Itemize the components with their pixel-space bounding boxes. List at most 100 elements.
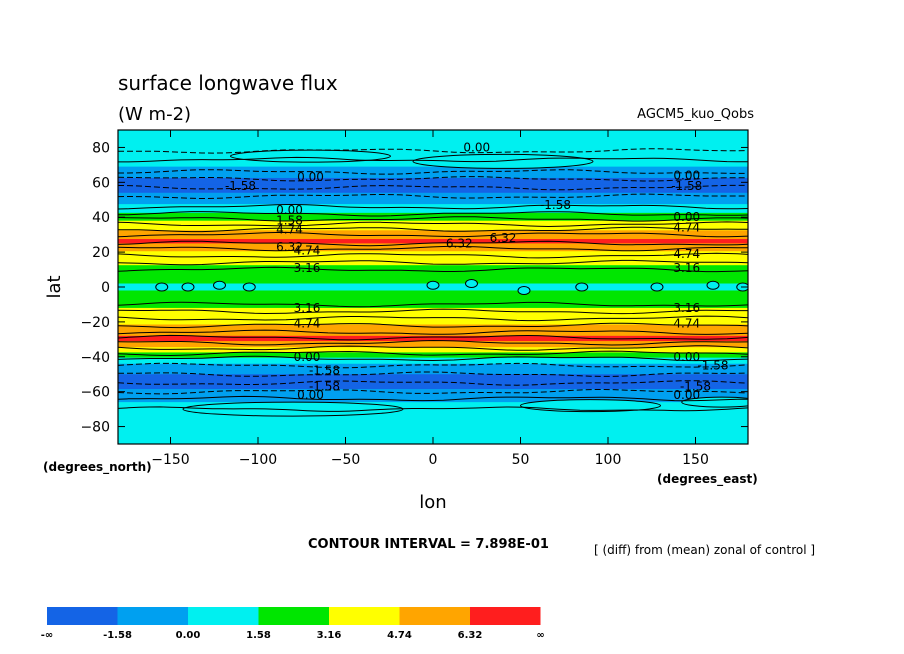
colour-band bbox=[118, 432, 748, 435]
colour-band bbox=[118, 176, 748, 178]
colour-band bbox=[118, 321, 748, 323]
colour-band bbox=[118, 291, 748, 293]
colour-band bbox=[118, 417, 748, 420]
colour-band bbox=[118, 273, 748, 276]
colour-band bbox=[118, 274, 748, 277]
colour-band bbox=[118, 389, 748, 392]
colour-band bbox=[118, 411, 748, 414]
colour-band bbox=[118, 348, 748, 351]
colour-band bbox=[118, 197, 748, 199]
colour-band bbox=[118, 386, 748, 388]
y-tick-label: 60 bbox=[92, 175, 110, 191]
contour-label: 4.74 bbox=[673, 317, 700, 331]
contour-label: 0.00 bbox=[673, 210, 700, 224]
colour-band bbox=[118, 238, 748, 240]
colour-band bbox=[118, 241, 748, 244]
colour-band bbox=[118, 395, 748, 397]
colour-band bbox=[118, 423, 748, 426]
colour-band bbox=[118, 315, 748, 318]
colour-band bbox=[118, 202, 748, 204]
colour-band bbox=[118, 342, 748, 345]
y-tick-label: 20 bbox=[92, 245, 110, 261]
colour-band bbox=[118, 188, 748, 190]
equator-blob bbox=[155, 282, 169, 292]
colour-band bbox=[118, 418, 748, 421]
colour-band bbox=[118, 265, 748, 267]
colour-band bbox=[118, 300, 748, 302]
colour-band bbox=[118, 184, 748, 187]
colour-band bbox=[118, 250, 748, 252]
equator-blob bbox=[575, 282, 589, 292]
colour-band bbox=[118, 258, 748, 260]
contour-line bbox=[118, 406, 748, 412]
contour-label: 4.74 bbox=[276, 222, 303, 236]
colour-band bbox=[118, 233, 748, 236]
colour-band bbox=[118, 341, 748, 344]
colour-band bbox=[118, 425, 748, 428]
colour-band bbox=[118, 231, 748, 233]
equator-blob bbox=[426, 280, 440, 290]
colour-band bbox=[118, 237, 748, 239]
colour-band bbox=[118, 219, 748, 222]
colour-band bbox=[118, 416, 748, 418]
colour-band bbox=[118, 255, 748, 258]
contour-line bbox=[118, 350, 748, 357]
colour-band bbox=[118, 262, 748, 265]
colour-band bbox=[118, 271, 748, 273]
colorbar-label: 4.74 bbox=[387, 630, 412, 641]
colour-band bbox=[118, 402, 748, 404]
colour-band bbox=[118, 276, 748, 279]
colour-band bbox=[118, 148, 748, 150]
colour-band bbox=[118, 137, 748, 140]
equator-blob bbox=[650, 282, 664, 292]
colour-band bbox=[118, 309, 748, 312]
colour-band bbox=[118, 388, 748, 390]
colour-band bbox=[118, 214, 748, 217]
description-text: [ (diff) from (mean) zonal of control ] bbox=[594, 543, 815, 557]
colour-band bbox=[118, 251, 748, 253]
contour-label: 3.16 bbox=[673, 261, 700, 275]
contour-line bbox=[118, 240, 748, 247]
chart-title: surface longwave flux bbox=[118, 71, 338, 95]
contour-line bbox=[118, 371, 748, 377]
colour-band bbox=[118, 180, 748, 183]
colour-band bbox=[118, 166, 748, 169]
contour-line bbox=[118, 204, 748, 210]
colour-band bbox=[118, 155, 748, 157]
colour-band bbox=[118, 378, 748, 381]
colour-band bbox=[118, 409, 748, 412]
colour-band bbox=[118, 179, 748, 182]
colour-band bbox=[118, 310, 748, 313]
contour-line bbox=[118, 308, 748, 315]
colour-band bbox=[118, 369, 748, 372]
colour-band bbox=[118, 403, 748, 406]
colour-band bbox=[118, 201, 748, 203]
colorbar-label: 6.32 bbox=[458, 630, 483, 641]
colour-band bbox=[118, 368, 748, 371]
colour-band bbox=[118, 318, 748, 320]
colour-band bbox=[118, 331, 748, 333]
colour-band bbox=[118, 396, 748, 398]
colour-band bbox=[118, 334, 748, 336]
colour-band bbox=[118, 421, 748, 423]
colour-band bbox=[118, 355, 748, 357]
colour-band bbox=[118, 404, 748, 407]
equator-blob bbox=[213, 280, 226, 290]
colour-band bbox=[118, 224, 748, 226]
colour-band bbox=[118, 429, 748, 431]
colour-band bbox=[118, 306, 748, 308]
y-axis: 80 60 40 20 0 −20 −40 −60 −80 bbox=[80, 140, 748, 436]
colour-band bbox=[118, 398, 748, 401]
contour-line bbox=[118, 334, 748, 341]
colour-band bbox=[118, 244, 748, 246]
contour-label: -1.58 bbox=[680, 379, 711, 393]
colour-band bbox=[118, 391, 748, 394]
colour-band bbox=[118, 377, 748, 380]
equator-blob bbox=[517, 285, 531, 295]
y-tick-label: 40 bbox=[92, 210, 110, 226]
contour-line bbox=[118, 221, 748, 228]
contour-label: -1.58 bbox=[671, 179, 702, 193]
colour-band bbox=[118, 292, 748, 294]
colour-band bbox=[118, 307, 748, 310]
colour-band bbox=[118, 307, 748, 309]
